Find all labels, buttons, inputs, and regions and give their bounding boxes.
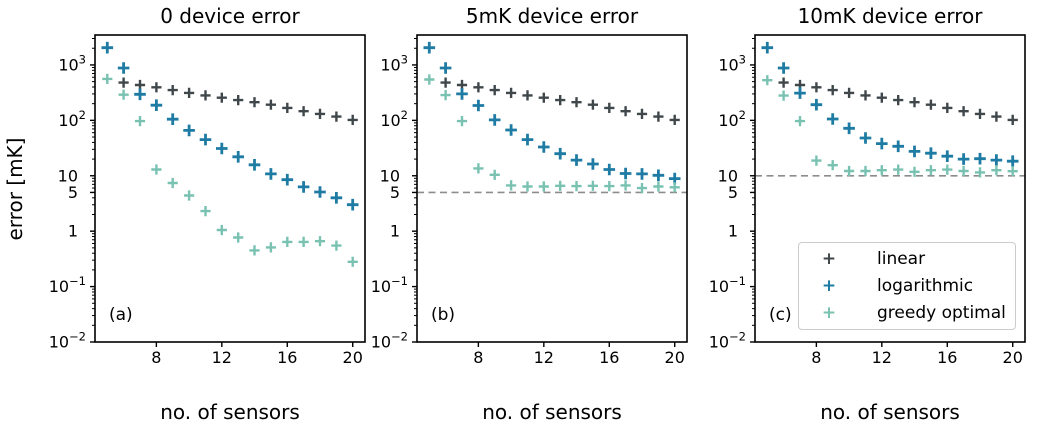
panel-a-x-axis-label: no. of sensors bbox=[160, 400, 300, 424]
plus-marker-icon: + bbox=[821, 303, 837, 323]
panel-b: 8 12 16 20 103 102 105 1 10−1 10−2 bbox=[371, 34, 688, 367]
panel-c-letter: (c) bbox=[769, 305, 792, 325]
y-tick-label: 10 bbox=[718, 166, 738, 185]
series-greedy-optimal-markers bbox=[762, 75, 1018, 178]
y-tick-label: 5 bbox=[728, 183, 738, 202]
y-tick-label: 10 bbox=[58, 166, 78, 185]
y-tick-label: 10−1 bbox=[49, 274, 86, 296]
y-tick-label: 10−2 bbox=[49, 330, 86, 352]
x-tick-label: 12 bbox=[212, 348, 232, 367]
axes-spines bbox=[94, 34, 366, 343]
legend-row-linear: + linear bbox=[799, 246, 1015, 273]
y-tick-label: 10−1 bbox=[371, 274, 408, 296]
series-linear-markers bbox=[778, 77, 1018, 125]
x-tick-label: 16 bbox=[277, 348, 297, 367]
x-tick-label: 8 bbox=[473, 348, 483, 367]
x-tick-label: 8 bbox=[811, 348, 821, 367]
y-tick-label: 103 bbox=[718, 52, 746, 74]
panel-c-title: 10mK device error bbox=[797, 4, 983, 28]
panel-b-x-axis-label: no. of sensors bbox=[482, 400, 622, 424]
plus-marker-icon: + bbox=[821, 276, 837, 296]
y-tick-label: 10−2 bbox=[371, 330, 408, 352]
panel-b-title: 5mK device error bbox=[465, 4, 639, 28]
plus-marker-icon: + bbox=[821, 249, 837, 269]
series-greedy-optimal-markers bbox=[102, 73, 358, 267]
series-linear-markers bbox=[440, 77, 680, 125]
y-tick-label: 103 bbox=[380, 52, 408, 74]
y-tick-label: 10 bbox=[380, 166, 400, 185]
panel-a: 8 12 16 20 103 102 105 1 10−1 10−2 bbox=[49, 34, 366, 367]
panel-a-title: 0 device error bbox=[160, 4, 300, 28]
y-axis-label: error [mK] bbox=[3, 137, 27, 241]
y-tick-label: 102 bbox=[380, 108, 408, 130]
x-tick-label: 20 bbox=[665, 348, 685, 367]
x-tick-label: 20 bbox=[1003, 348, 1023, 367]
x-tick-label: 12 bbox=[534, 348, 554, 367]
panel-c: 8 12 16 20 103 102 105 1 10−1 10−2 bbox=[709, 34, 1026, 367]
panel-c-x-axis-label: no. of sensors bbox=[820, 400, 960, 424]
y-tick-label: 1 bbox=[68, 222, 78, 241]
panel-a-letter: (a) bbox=[109, 305, 133, 325]
y-tick-label: 1 bbox=[728, 222, 738, 241]
panel-b-letter: (b) bbox=[431, 305, 456, 325]
series-linear-markers bbox=[118, 77, 358, 125]
legend-label-logarithmic: logarithmic bbox=[877, 276, 974, 296]
y-tick-label: 102 bbox=[718, 108, 746, 130]
y-tick-label: 10−2 bbox=[709, 330, 746, 352]
x-tick-label: 16 bbox=[599, 348, 619, 367]
y-tick-label: 1 bbox=[390, 222, 400, 241]
x-tick-label: 16 bbox=[937, 348, 957, 367]
y-tick-label: 102 bbox=[58, 108, 86, 130]
legend-row-logarithmic: + logarithmic bbox=[799, 273, 1015, 300]
legend-row-greedy-optimal: + greedy optimal bbox=[799, 300, 1015, 327]
y-tick-label: 5 bbox=[390, 183, 400, 202]
series-logarithmic-markers bbox=[423, 41, 681, 185]
series-logarithmic-markers bbox=[101, 41, 359, 211]
y-tick-label: 5 bbox=[68, 183, 78, 202]
x-tick-label: 8 bbox=[151, 348, 161, 367]
legend-label-linear: linear bbox=[877, 249, 926, 269]
series-greedy-optimal-markers bbox=[424, 74, 680, 194]
legend-label-greedy-optimal: greedy optimal bbox=[877, 303, 1006, 323]
series-logarithmic-markers bbox=[761, 41, 1019, 167]
x-tick-label: 12 bbox=[872, 348, 892, 367]
y-tick-label: 103 bbox=[58, 52, 86, 74]
x-tick-label: 20 bbox=[343, 348, 363, 367]
y-tick-label: 10−1 bbox=[709, 274, 746, 296]
legend: + linear + logarithmic + greedy optimal bbox=[798, 242, 1016, 330]
